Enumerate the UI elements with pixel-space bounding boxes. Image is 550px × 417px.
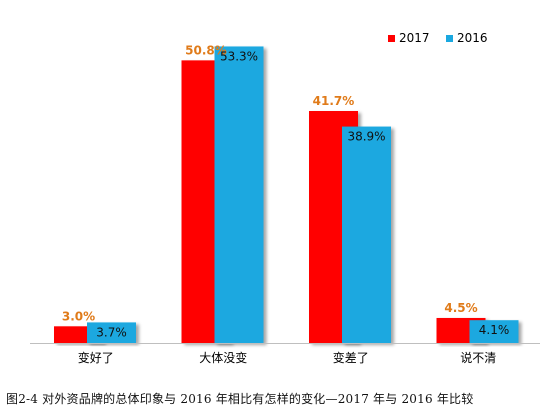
bar-2016-2 <box>342 126 391 343</box>
figure-caption: 图2-4 对外资品牌的总体印象与 2016 年相比有怎样的变化—2017 年与 … <box>6 392 474 406</box>
value-label-2016-1: 53.3% <box>220 49 258 63</box>
bar-chart: 2017 2016 3.0%3.7% 50.8%53.3% 41.7% 38.9% 4.5… <box>30 31 540 365</box>
category-label-1: 大体没变 <box>199 350 247 365</box>
legend-label-2016: 2016 <box>457 31 488 45</box>
bar-2016-0 <box>87 322 136 343</box>
value-label-2017-1: 50.8% <box>185 43 227 57</box>
value-label-2017-2: 41.7% <box>313 94 355 108</box>
bar-2016-1 <box>214 46 264 343</box>
category-label-3: 说不清 <box>460 350 496 365</box>
legend: 2017 2016 <box>388 31 488 45</box>
bars-group <box>54 46 519 343</box>
category-labels-group: 变好了 大体没变 变差了 说不清 <box>78 350 497 365</box>
category-label-0: 变好了 <box>78 350 114 365</box>
category-label-2: 变差了 <box>333 350 369 365</box>
value-label-2016-2: 38.9% <box>347 130 385 144</box>
value-labels-group: 3.0%3.7% 50.8%53.3% 41.7% 38.9% 4.5%4.1% <box>62 43 509 339</box>
value-label-2016-0: 3.7% <box>96 325 127 339</box>
bar-2016-3 <box>469 320 519 343</box>
legend-swatch-2017 <box>388 35 395 42</box>
legend-swatch-2016 <box>446 35 453 42</box>
value-label-2016-3: 4.1% <box>479 323 510 337</box>
value-label-2017-3: 4.5% <box>444 301 477 315</box>
legend-label-2017: 2017 <box>399 31 430 45</box>
value-label-2017-0: 3.0% <box>62 309 95 323</box>
